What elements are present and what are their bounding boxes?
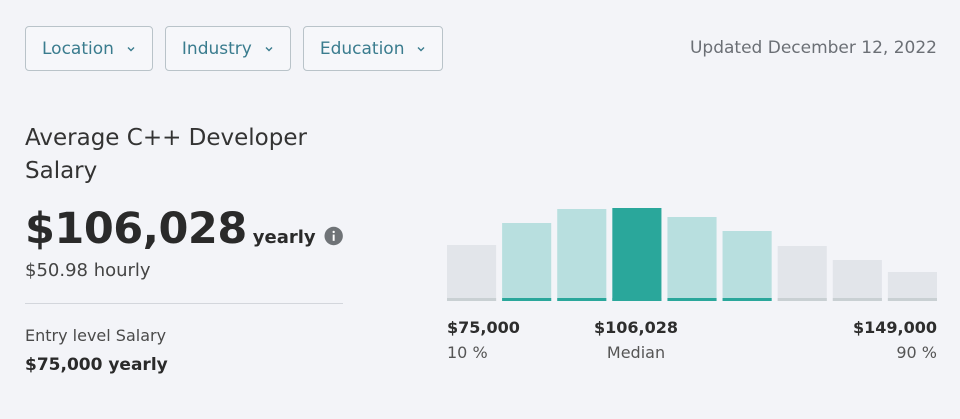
education-filter-label: Education: [319, 38, 405, 59]
histogram-bar: [887, 272, 937, 301]
salary-histogram: [447, 195, 937, 305]
industry-filter-button[interactable]: Industry: [164, 26, 291, 71]
histogram-bar-baseline: [722, 298, 772, 301]
education-filter-button[interactable]: Education: [302, 26, 444, 71]
histogram-bar-baseline: [777, 298, 827, 301]
location-filter-button[interactable]: Location: [25, 26, 153, 71]
histogram-bar: [832, 260, 882, 301]
chevron-down-icon: [127, 46, 135, 51]
info-icon[interactable]: [324, 226, 343, 246]
marker-median: $106,028 Median: [592, 318, 680, 362]
marker-90-percent: $149,000 90 %: [853, 318, 937, 362]
average-salary: $106,028: [25, 204, 247, 254]
histogram-bar: [722, 231, 772, 301]
filter-bar: Location Industry Education: [25, 26, 444, 71]
histogram-bar: [447, 245, 497, 301]
histogram-bar-baseline: [502, 298, 552, 301]
histogram-bar-baseline: [832, 298, 882, 301]
chevron-down-icon: [265, 46, 273, 51]
salary-summary: Average C++ Developer Salary $106,028 ye…: [25, 122, 343, 375]
histogram-bar-median: [612, 208, 662, 301]
entry-level-value: $75,000 yearly: [25, 355, 168, 375]
entry-level-label: Entry level Salary: [25, 326, 167, 345]
histogram-bar-baseline: [447, 298, 497, 301]
histogram-bar: [502, 223, 552, 301]
location-filter-label: Location: [42, 38, 114, 59]
histogram-bar-baseline: [557, 298, 607, 301]
page-title: Average C++ Developer Salary: [25, 125, 307, 184]
updated-date: Updated December 12, 2022: [689, 38, 937, 58]
histogram-axis-labels: $75,000 10 % $106,028 Median $149,000 90…: [447, 318, 937, 368]
salary-histogram-svg: [447, 208, 937, 301]
industry-filter-label: Industry: [181, 38, 252, 59]
histogram-bar-baseline: [667, 298, 717, 301]
marker-value: $75,000: [447, 318, 520, 337]
chevron-down-icon: [417, 46, 425, 51]
histogram-bar-baseline: [887, 298, 937, 301]
salary-row: $106,028 yearly: [25, 204, 343, 254]
marker-10-percent: $75,000 10 %: [447, 318, 520, 362]
marker-value: $106,028: [593, 318, 678, 337]
hourly-rate: $50.98 hourly: [25, 260, 151, 281]
histogram-bar: [557, 209, 607, 301]
marker-label: 10 %: [447, 343, 488, 362]
marker-label: Median: [606, 343, 666, 362]
marker-label: 90 %: [896, 343, 937, 362]
histogram-bar-baseline: [612, 298, 662, 301]
marker-value: $149,000: [852, 318, 937, 337]
divider: [25, 303, 343, 304]
histogram-bar: [777, 246, 827, 301]
histogram-bar: [667, 217, 717, 301]
salary-period: yearly: [252, 227, 316, 248]
